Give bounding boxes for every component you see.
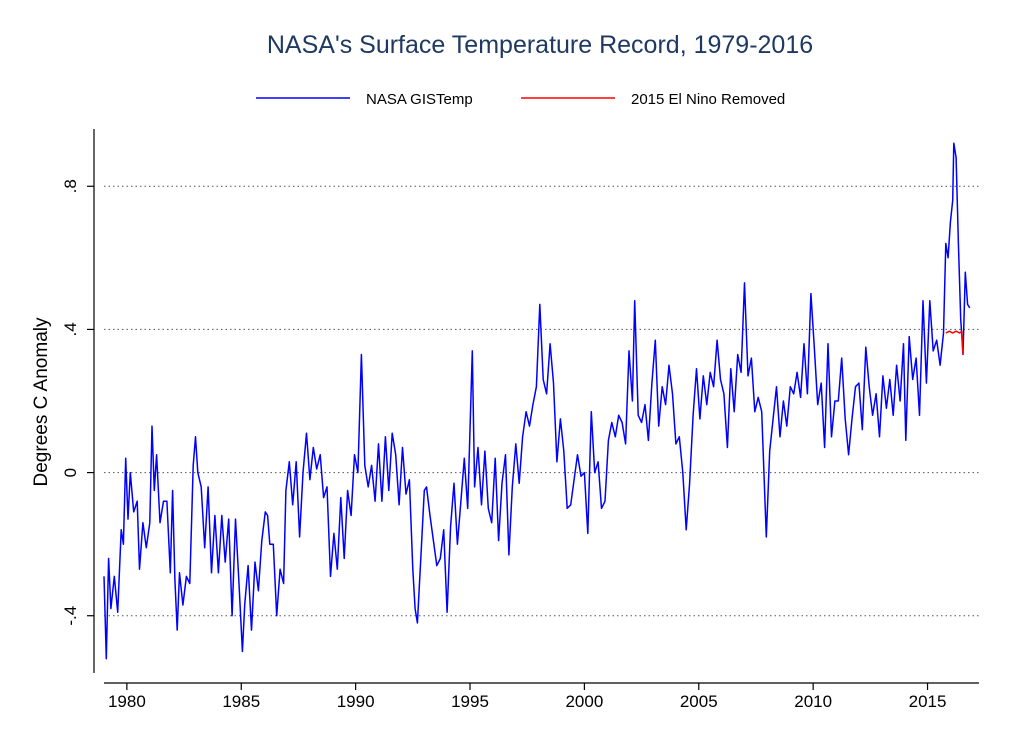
y-tick-label: -.4 bbox=[61, 606, 80, 626]
x-tick-label: 2010 bbox=[794, 692, 832, 711]
y-tick-label: .8 bbox=[61, 179, 80, 193]
y-tick-label: .4 bbox=[61, 322, 80, 336]
chart-title: NASA's Surface Temperature Record, 1979-… bbox=[267, 31, 813, 59]
x-tick-label: 2000 bbox=[565, 692, 603, 711]
y-axis-title: Degrees C Anomaly bbox=[31, 317, 52, 486]
legend-label-el-nino-removed: 2015 El Nino Removed bbox=[631, 91, 785, 108]
x-tick-label: 2005 bbox=[680, 692, 718, 711]
x-tick-label: 1985 bbox=[222, 692, 260, 711]
x-tick-label: 1990 bbox=[337, 692, 375, 711]
x-tick-label: 1995 bbox=[451, 692, 489, 711]
legend-label-nasa-gistemp: NASA GISTemp bbox=[366, 91, 473, 108]
series-lines bbox=[103, 142, 971, 660]
series-line-nasa-gistemp bbox=[103, 142, 971, 660]
gridlines bbox=[104, 185, 979, 617]
y-tick-label: 0 bbox=[61, 468, 80, 477]
x-tick-label: 2015 bbox=[909, 692, 947, 711]
x-tick-label: 1980 bbox=[108, 692, 146, 711]
x-axis-ticks: 1980 1985 1990 1995 2000 2005 2010 2015 bbox=[108, 683, 946, 711]
legend: NASA GISTemp 2015 El Nino Removed bbox=[256, 91, 785, 108]
y-axis-ticks: -.4 0 .4 .8 bbox=[61, 179, 94, 626]
series-line-el-nino-removed bbox=[945, 330, 964, 355]
